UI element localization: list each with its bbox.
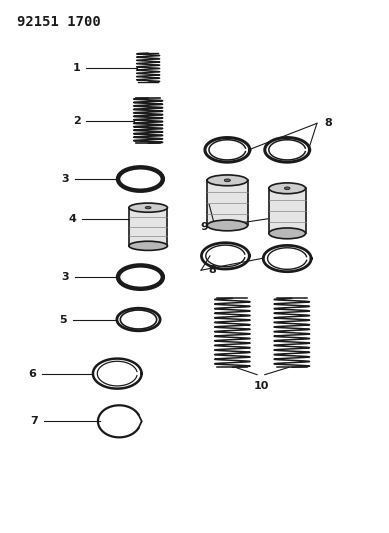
Text: 8: 8	[324, 118, 332, 128]
Text: 3: 3	[61, 174, 69, 184]
Ellipse shape	[224, 179, 230, 182]
Text: 7: 7	[30, 416, 38, 426]
Text: 5: 5	[60, 314, 67, 325]
Text: 1: 1	[73, 63, 81, 72]
Ellipse shape	[207, 220, 248, 231]
Text: 92151 1700: 92151 1700	[17, 14, 101, 29]
Text: 10: 10	[253, 381, 269, 391]
Ellipse shape	[269, 183, 305, 193]
Ellipse shape	[207, 175, 248, 185]
Bar	[207, 180, 248, 225]
Ellipse shape	[129, 203, 167, 212]
Bar	[129, 208, 167, 246]
Text: 9: 9	[200, 222, 208, 232]
Ellipse shape	[284, 187, 290, 190]
Ellipse shape	[145, 206, 151, 209]
Text: 2: 2	[73, 116, 81, 126]
Ellipse shape	[129, 241, 167, 251]
Text: 8: 8	[208, 265, 216, 275]
Bar	[269, 188, 305, 233]
Text: 4: 4	[69, 214, 77, 224]
Text: 3: 3	[61, 272, 69, 282]
Text: 6: 6	[28, 369, 36, 378]
Ellipse shape	[269, 228, 305, 239]
